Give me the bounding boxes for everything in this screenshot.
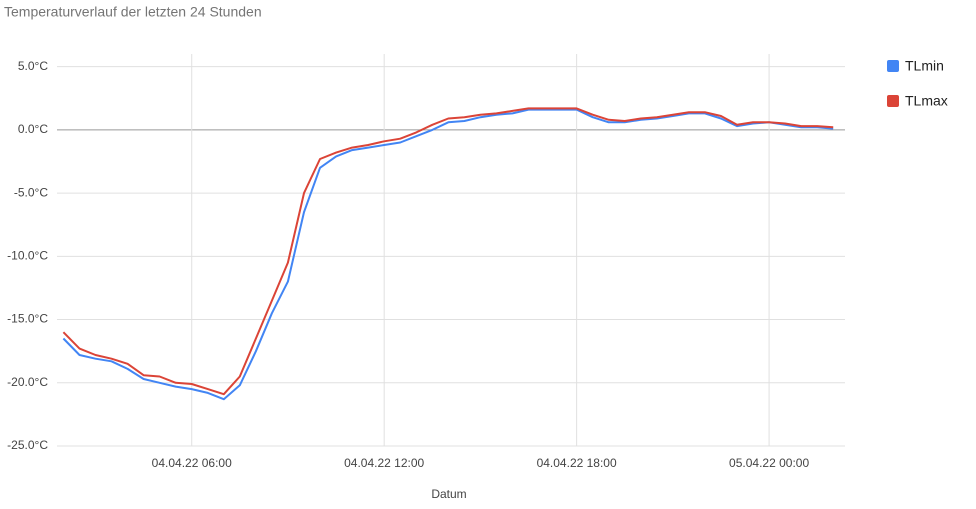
y-tick-label: -10.0°C — [7, 248, 48, 262]
legend-label: TLmax — [905, 93, 948, 109]
y-tick-label: 5.0°C — [18, 59, 48, 73]
legend-label: TLmin — [905, 58, 944, 74]
line — [62, 107, 834, 396]
y-tick-label: -15.0°C — [7, 312, 48, 326]
y-tick-label: -25.0°C — [7, 438, 48, 452]
y-tick-label: -20.0°C — [7, 375, 48, 389]
x-tick-label: 04.04.22 18:00 — [537, 456, 617, 470]
x-tick-label: 05.04.22 00:00 — [729, 456, 809, 470]
line — [62, 108, 834, 401]
y-tick-label: -5.0°C — [14, 185, 48, 199]
legend-swatch — [887, 60, 899, 72]
x-axis-label: Datum — [431, 487, 466, 501]
x-tick-label: 04.04.22 12:00 — [344, 456, 424, 470]
y-tick-label: 0.0°C — [18, 122, 48, 136]
chart-title: Temperaturverlauf der letzten 24 Stunden — [4, 4, 262, 20]
legend-swatch — [887, 95, 899, 107]
x-tick-label: 04.04.22 06:00 — [152, 456, 232, 470]
